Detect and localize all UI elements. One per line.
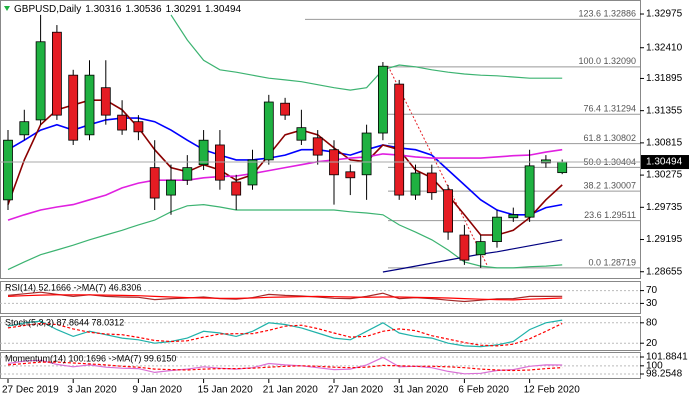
- y-tick-label: 100: [646, 360, 663, 371]
- candle-body: [84, 74, 95, 136]
- stoch-panel: [0, 316, 641, 351]
- y-tick-label: 1.30275: [646, 170, 683, 181]
- candle-body: [557, 161, 568, 174]
- high: 1.30536: [125, 4, 162, 15]
- fib-label: 23.6 1.29511: [584, 210, 636, 220]
- indicator-line: [7, 356, 563, 375]
- candle-body: [312, 137, 323, 156]
- y-tick-label: 1.32410: [646, 42, 683, 53]
- close: 1.30494: [205, 4, 242, 15]
- indicator-line: [7, 148, 563, 221]
- y-tick-label: 1.28655: [646, 266, 683, 277]
- x-tick-label: 27 Jan 2020: [328, 385, 383, 396]
- fib-label: 38.2 1.30007: [583, 180, 636, 190]
- candle-body: [117, 114, 127, 131]
- y-tick-label: 1.29195: [646, 234, 683, 245]
- panel-title: Stoch(5,3,3) 87.8644 78.0312: [5, 317, 124, 327]
- candle-body: [133, 121, 144, 133]
- candle-body: [166, 179, 176, 196]
- y-tick-label: 1.30815: [646, 138, 683, 149]
- y-tick-label: 1.29735: [646, 202, 683, 213]
- candle-body: [394, 83, 405, 196]
- fib-label: 123.6 1.32886: [578, 9, 636, 19]
- y-tick-label: 20: [646, 338, 658, 349]
- symbol: GBPUSD,Daily: [14, 4, 81, 15]
- candle-body: [475, 241, 486, 256]
- low: 1.30291: [166, 4, 203, 15]
- candle-body: [296, 127, 307, 141]
- x-tick-label: 21 Jan 2020: [263, 385, 318, 396]
- candle-body: [247, 159, 258, 186]
- candle-body: [361, 132, 372, 176]
- y-tick-label: 101.8841: [646, 352, 688, 363]
- y-tick-label: 1.31895: [646, 73, 683, 84]
- candle-body: [198, 139, 209, 166]
- candle-body: [459, 234, 470, 261]
- candle-body: [35, 41, 46, 121]
- indicator-line: [7, 319, 563, 348]
- y-tick-label: 80: [646, 317, 658, 328]
- x-tick-label: 9 Jan 2020: [132, 385, 182, 396]
- panel-title: RSI(14) 52.1666 ->MA(7) 46.8306: [5, 282, 141, 292]
- fib-label: 100.0 1.32090: [578, 56, 636, 66]
- open: 1.30316: [85, 4, 122, 15]
- candle-body: [19, 121, 30, 136]
- indicator-line: [7, 322, 563, 347]
- indicator-line: [7, 361, 563, 372]
- candle-body: [263, 101, 274, 161]
- price-tag: [641, 155, 689, 170]
- candle-body: [214, 144, 225, 181]
- y-tick-label: 30: [646, 298, 658, 309]
- candle-body: [345, 171, 356, 179]
- candle-body: [52, 31, 62, 116]
- y-tick-label: 1.31355: [646, 105, 683, 116]
- x-tick-label: 6 Feb 2020: [458, 385, 509, 396]
- candle-body: [443, 189, 454, 233]
- main-panel: [0, 0, 641, 279]
- candle-body: [68, 74, 79, 141]
- indicator-line: [7, 291, 563, 303]
- price-tag-label: 1.30494: [646, 157, 683, 168]
- candle-body: [149, 167, 160, 199]
- x-tick-label: 15 Jan 2020: [198, 385, 253, 396]
- candle-body: [182, 167, 193, 181]
- candle-body: [524, 165, 535, 218]
- candle-body: [508, 214, 519, 219]
- fib-label: 0.0 1.28719: [588, 257, 636, 267]
- x-tick-label: 12 Feb 2020: [524, 385, 581, 396]
- candle-body: [377, 65, 388, 134]
- candle-body: [541, 159, 551, 164]
- fib-label: 61.8 1.30802: [583, 133, 636, 143]
- candle-body: [280, 102, 291, 116]
- rsi-panel: [0, 281, 641, 314]
- indicator-line: [7, 99, 563, 236]
- x-tick-label: 3 Jan 2020: [67, 385, 117, 396]
- fib-trend: [387, 65, 488, 266]
- indicator-line: [7, 117, 563, 216]
- indicator-line: [7, 294, 563, 301]
- y-tick-label: 1.32975: [646, 9, 683, 20]
- candle-body: [426, 172, 437, 194]
- candle-body: [410, 172, 421, 196]
- chart-header: GBPUSD,Daily 1.30316 1.30536 1.30291 1.30494: [14, 4, 242, 15]
- indicator-line: [7, 203, 563, 271]
- x-tick-label: 27 Dec 2019: [2, 385, 59, 396]
- indicator-line: [170, 14, 563, 91]
- indicator-line: [382, 239, 563, 273]
- candle-body: [492, 216, 502, 243]
- candle-body: [3, 139, 13, 201]
- symbol-icon: [4, 6, 10, 11]
- y-tick-label: 98.2548: [646, 369, 683, 380]
- candle-body: [231, 181, 242, 196]
- y-tick-label: 70: [646, 285, 658, 296]
- fib-label: 76.4 1.31294: [583, 104, 636, 114]
- panel-title: Momentum(14) 100.1696 ->MA(7) 99.6150: [5, 353, 176, 363]
- candle-body: [100, 87, 111, 116]
- x-tick-label: 31 Jan 2020: [393, 385, 448, 396]
